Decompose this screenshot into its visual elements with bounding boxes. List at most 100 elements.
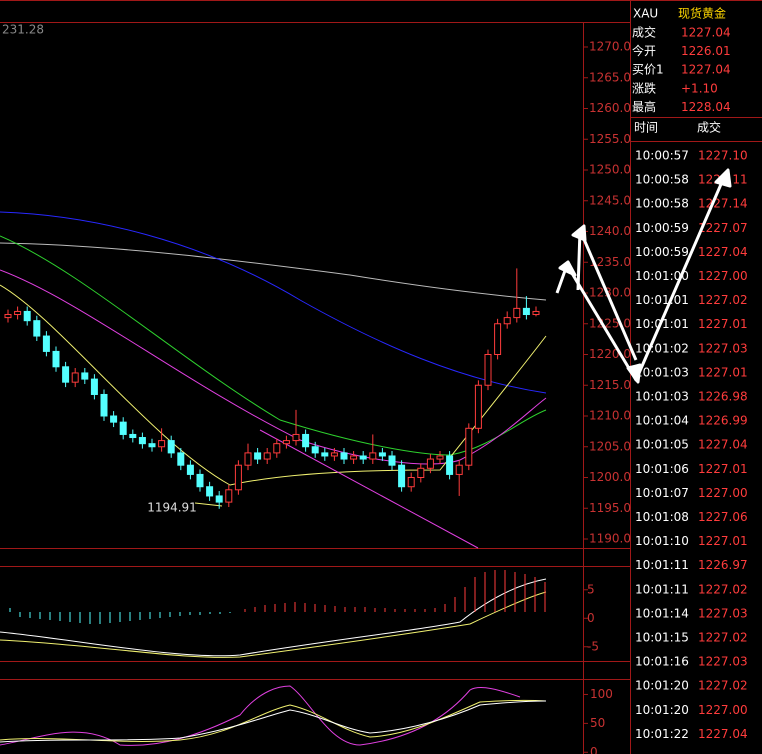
kdj-tick-label: 50 xyxy=(590,716,605,730)
y-tick-label: 1215.0 xyxy=(589,378,631,392)
macd-tick-label: 0 xyxy=(587,611,595,625)
candle-body xyxy=(436,455,444,460)
trade-time: 10:00:58 xyxy=(635,173,689,187)
trade-time: 10:01:06 xyxy=(635,462,689,476)
y-tick-label: 1225.0 xyxy=(589,316,631,330)
candle-body xyxy=(206,486,214,497)
candle-body xyxy=(4,314,12,319)
trade-price: 1227.07 xyxy=(698,221,748,235)
candle-body xyxy=(446,455,454,475)
macd-tick-label: -5 xyxy=(587,639,599,653)
candle-body xyxy=(340,452,348,460)
candle-body xyxy=(311,446,319,454)
corner-label: 231.28 xyxy=(2,23,44,37)
candle-body xyxy=(321,452,329,457)
y-tick-label: 1200.0 xyxy=(589,470,631,484)
trade-price: 1227.04 xyxy=(698,727,748,741)
candle-body xyxy=(177,452,185,466)
trade-time: 10:00:58 xyxy=(635,197,689,211)
candle-body xyxy=(129,433,137,439)
candle-body xyxy=(292,433,300,442)
kdj-tick-label: 0 xyxy=(590,745,598,754)
trade-time: 10:01:22 xyxy=(635,727,689,741)
candle-body xyxy=(167,440,175,454)
column-header: 成交 xyxy=(697,120,721,135)
trade-time: 10:01:15 xyxy=(635,631,689,645)
trade-time: 10:01:02 xyxy=(635,341,689,355)
candle-body xyxy=(522,307,530,316)
trade-price: 1227.04 xyxy=(698,245,748,259)
trade-price: 1226.98 xyxy=(698,390,748,404)
candle-body xyxy=(62,366,70,383)
candle-body xyxy=(378,452,386,457)
quote-label: 成交 xyxy=(632,25,656,40)
y-tick-label: 1270.0 xyxy=(589,40,631,54)
macd-tick-label: 5 xyxy=(587,582,595,596)
trade-time: 10:01:20 xyxy=(635,679,689,693)
candle-body xyxy=(81,372,89,380)
candle-body xyxy=(138,437,146,445)
trade-price: 1227.00 xyxy=(698,269,748,283)
candle-body xyxy=(186,464,194,475)
candle-body xyxy=(455,464,463,475)
column-header: 时间 xyxy=(634,121,658,135)
candle-body xyxy=(23,310,31,322)
symbol: XAU xyxy=(633,7,658,21)
trade-time: 10:00:57 xyxy=(635,149,689,163)
candle-body xyxy=(254,452,262,460)
candle-body xyxy=(417,467,425,478)
candle-body xyxy=(234,464,242,491)
trade-time: 10:01:11 xyxy=(635,558,689,572)
candle-body xyxy=(359,455,367,460)
y-tick-label: 1210.0 xyxy=(589,409,631,423)
candle-body xyxy=(52,350,60,368)
macd-histogram xyxy=(9,570,546,624)
candle-body xyxy=(196,473,204,488)
trade-time: 10:00:59 xyxy=(635,221,689,235)
trade-time: 10:01:04 xyxy=(635,414,689,428)
candle-body xyxy=(148,443,156,448)
quote-label: 今开 xyxy=(632,43,656,58)
trade-time: 10:01:03 xyxy=(635,365,689,379)
y-tick-label: 1235.0 xyxy=(589,255,631,269)
quote-label: 涨跌 xyxy=(632,80,656,95)
low-annotation: 1194.91 xyxy=(147,500,197,514)
trade-time: 10:01:08 xyxy=(635,510,689,524)
trade-price: 1227.02 xyxy=(698,582,748,596)
candle-body xyxy=(215,495,223,503)
candle-body xyxy=(90,378,98,395)
trade-time: 10:01:11 xyxy=(635,582,689,596)
candle-body xyxy=(263,452,271,460)
trade-price: 1227.03 xyxy=(698,655,748,669)
trade-time: 10:01:01 xyxy=(635,293,689,307)
trade-time: 10:01:20 xyxy=(635,703,689,717)
candle-body xyxy=(158,440,166,448)
quote-label: 买价1 xyxy=(632,63,664,77)
candle-body xyxy=(398,464,406,488)
y-tick-label: 1190.0 xyxy=(589,532,631,546)
macd-lines xyxy=(0,578,547,658)
candle-body xyxy=(119,421,127,435)
trade-time: 10:01:00 xyxy=(635,269,689,283)
trade-price: 1226.99 xyxy=(698,414,748,428)
y-tick-label: 1255.0 xyxy=(589,132,631,146)
trade-time: 10:01:01 xyxy=(635,317,689,331)
candle-body xyxy=(302,433,310,448)
candle-body xyxy=(407,477,415,488)
kdj-tick-label: 100 xyxy=(590,687,613,701)
trade-price: 1226.97 xyxy=(698,558,748,572)
candle-body xyxy=(330,452,338,457)
trade-time: 10:01:14 xyxy=(635,606,689,620)
trade-time: 10:01:16 xyxy=(635,655,689,669)
y-tick-label: 1250.0 xyxy=(589,163,631,177)
candle-body xyxy=(494,323,502,355)
trade-time: 10:01:07 xyxy=(635,486,689,500)
candle-body xyxy=(14,310,22,316)
candle-body xyxy=(33,320,41,337)
trade-time: 10:01:05 xyxy=(635,438,689,452)
trade-price: 1227.02 xyxy=(698,631,748,645)
y-tick-label: 1260.0 xyxy=(589,101,631,115)
trade-time: 10:01:03 xyxy=(635,390,689,404)
candle-body xyxy=(244,452,252,466)
